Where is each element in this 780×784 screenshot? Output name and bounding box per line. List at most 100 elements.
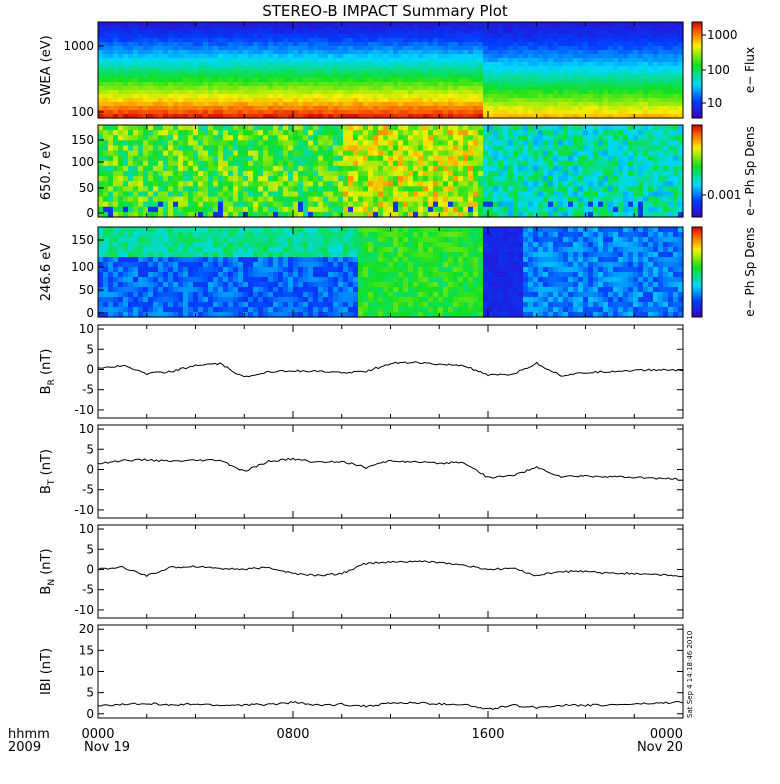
- heatmap-cell: [478, 161, 484, 167]
- heatmap-cell: [278, 102, 284, 107]
- heatmap-cell: [448, 74, 454, 79]
- heatmap-cell: [463, 125, 469, 131]
- heatmap-cell: [503, 82, 509, 87]
- heatmap-cell: [278, 34, 284, 39]
- heatmap-cell: [283, 151, 289, 157]
- heatmap-cell: [438, 176, 444, 182]
- heatmap-cell: [203, 135, 209, 141]
- heatmap-cell: [528, 145, 534, 151]
- heatmap-cell: [328, 22, 334, 27]
- heatmap-cell: [283, 102, 289, 107]
- heatmap-cell: [588, 151, 594, 157]
- heatmap-cell: [523, 74, 529, 79]
- heatmap-cell: [618, 74, 624, 79]
- heatmap-cell: [148, 130, 154, 136]
- heatmap-cell: [478, 202, 484, 208]
- heatmap-cell: [138, 50, 144, 55]
- heatmap-cell: [648, 38, 654, 43]
- heatmap-cell: [413, 186, 419, 192]
- heatmap-cell: [213, 125, 219, 131]
- heatmap-cell: [653, 151, 659, 157]
- heatmap-cell: [123, 106, 129, 111]
- heatmap-cell: [183, 86, 189, 91]
- heatmap-cell: [368, 130, 374, 136]
- heatmap-cell: [223, 181, 229, 187]
- heatmap-cell: [123, 176, 129, 182]
- heatmap-cell: [538, 110, 544, 115]
- heatmap-cell: [478, 26, 484, 31]
- heatmap-cell: [533, 106, 539, 111]
- heatmap-cell: [498, 42, 504, 47]
- heatmap-cell: [413, 191, 419, 197]
- heatmap-cell: [123, 102, 129, 107]
- heatmap-cell: [643, 171, 649, 177]
- heatmap-cell: [153, 34, 159, 39]
- heatmap-cell: [243, 110, 249, 115]
- heatmap-cell: [663, 82, 669, 87]
- heatmap-cell: [198, 46, 204, 51]
- heatmap-cell: [168, 202, 174, 208]
- heatmap-cell: [178, 176, 184, 182]
- heatmap-cell: [328, 86, 334, 91]
- heatmap-cell: [633, 161, 639, 167]
- heatmap-cell: [443, 125, 449, 131]
- heatmap-cell: [538, 62, 544, 67]
- heatmap-cell: [208, 140, 214, 146]
- heatmap-cell: [188, 90, 194, 95]
- heatmap-cell: [328, 34, 334, 39]
- heatmap-cell: [233, 161, 239, 167]
- heatmap-cell: [248, 34, 254, 39]
- heatmap-cell: [248, 46, 254, 51]
- heatmap-cell: [208, 62, 214, 67]
- heatmap-cell: [438, 94, 444, 99]
- heatmap-cell: [413, 22, 419, 27]
- heatmap-cell: [458, 26, 464, 31]
- heatmap-cell: [318, 66, 324, 71]
- heatmap-cell: [608, 98, 614, 103]
- heatmap-cell: [158, 181, 164, 187]
- heatmap-cell: [183, 82, 189, 87]
- heatmap-cell: [473, 186, 479, 192]
- heatmap-cell: [163, 166, 169, 172]
- heatmap-cell: [213, 186, 219, 192]
- heatmap-cell: [528, 151, 534, 157]
- heatmap-cell: [98, 202, 104, 208]
- heatmap-cell: [533, 86, 539, 91]
- heatmap-cell: [313, 94, 319, 99]
- heatmap-cell: [428, 42, 434, 47]
- heatmap-cell: [258, 46, 264, 51]
- heatmap-cell: [173, 102, 179, 107]
- heatmap-cell: [203, 42, 209, 47]
- heatmap-cell: [138, 202, 144, 208]
- heatmap-cell: [233, 38, 239, 43]
- heatmap-cell: [253, 151, 259, 157]
- heatmap-cell: [538, 98, 544, 103]
- heatmap-cell: [198, 207, 204, 213]
- heatmap-cell: [368, 90, 374, 95]
- heatmap-cell: [353, 145, 359, 151]
- heatmap-cell: [463, 110, 469, 115]
- heatmap-cell: [558, 197, 564, 203]
- heatmap-cell: [463, 82, 469, 87]
- heatmap-cell: [153, 86, 159, 91]
- heatmap-cell: [138, 94, 144, 99]
- heatmap-cell: [623, 38, 629, 43]
- heatmap-cell: [418, 135, 424, 141]
- heatmap-cell: [143, 181, 149, 187]
- heatmap-cell: [508, 42, 514, 47]
- heatmap-cell: [208, 70, 214, 75]
- heatmap-cell: [343, 58, 349, 63]
- heatmap-cell: [603, 66, 609, 71]
- heatmap-cell: [108, 151, 114, 157]
- heatmap-cell: [663, 58, 669, 63]
- heatmap-cell: [533, 202, 539, 208]
- heatmap-cell: [103, 247, 109, 253]
- heatmap-cell: [208, 202, 214, 208]
- heatmap-cell: [348, 102, 354, 107]
- heatmap-cell: [143, 207, 149, 213]
- heatmap-cell: [288, 62, 294, 67]
- heatmap-cell: [663, 151, 669, 157]
- heatmap-cell: [458, 145, 464, 151]
- heatmap-cell: [413, 140, 419, 146]
